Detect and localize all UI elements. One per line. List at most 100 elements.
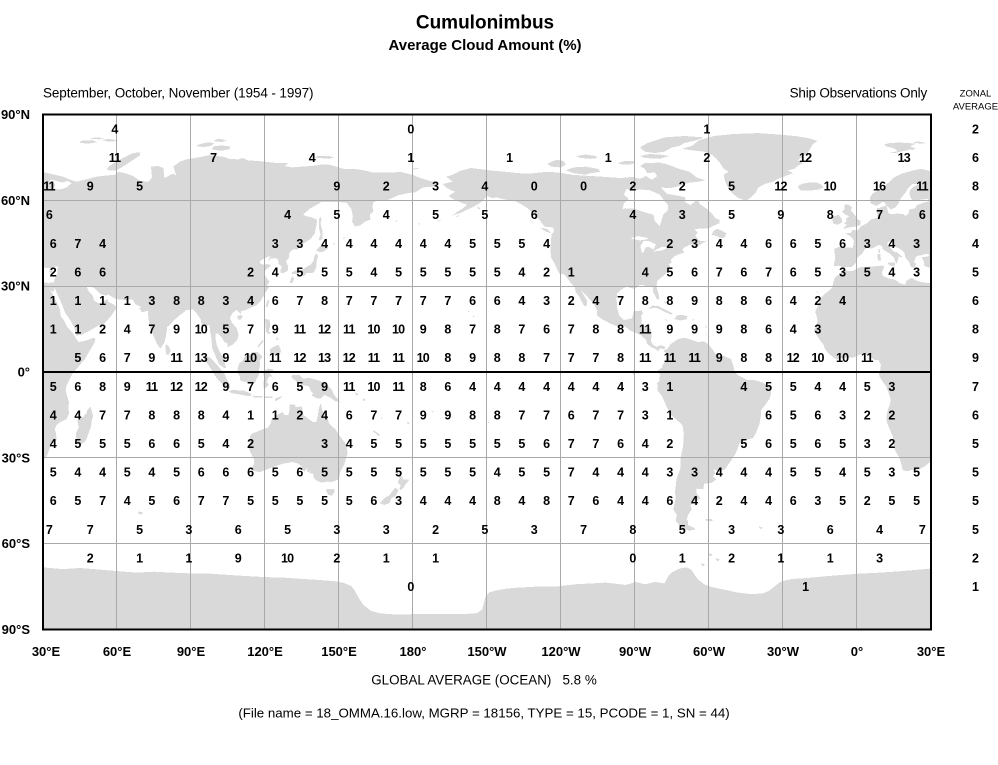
svg-text:11: 11 <box>392 380 404 394</box>
svg-text:8: 8 <box>494 494 501 508</box>
svg-text:5: 5 <box>136 523 143 537</box>
svg-text:6: 6 <box>272 294 279 308</box>
svg-text:60°N: 60°N <box>1 193 30 208</box>
svg-text:10: 10 <box>244 351 257 365</box>
svg-text:5: 5 <box>272 466 279 480</box>
svg-text:5: 5 <box>494 237 501 251</box>
svg-text:6: 6 <box>46 208 53 222</box>
svg-text:4: 4 <box>642 494 649 508</box>
svg-text:13: 13 <box>318 351 331 365</box>
svg-text:5: 5 <box>198 437 205 451</box>
svg-text:4: 4 <box>395 237 402 251</box>
svg-text:5: 5 <box>494 265 501 279</box>
svg-text:7: 7 <box>972 380 979 394</box>
svg-text:7: 7 <box>518 323 525 337</box>
svg-text:7: 7 <box>210 151 217 165</box>
svg-text:7: 7 <box>46 523 53 537</box>
svg-text:4: 4 <box>568 380 575 394</box>
svg-text:6: 6 <box>919 208 926 222</box>
svg-text:4: 4 <box>370 237 377 251</box>
svg-text:4: 4 <box>444 237 451 251</box>
svg-text:3: 3 <box>839 408 846 422</box>
svg-text:5: 5 <box>814 466 821 480</box>
svg-text:2: 2 <box>666 437 673 451</box>
svg-text:3: 3 <box>864 437 871 451</box>
svg-text:3: 3 <box>666 466 673 480</box>
svg-text:3: 3 <box>728 523 735 537</box>
svg-text:6: 6 <box>790 237 797 251</box>
svg-text:4: 4 <box>99 466 106 480</box>
svg-text:1: 1 <box>99 294 106 308</box>
svg-text:6: 6 <box>814 408 821 422</box>
svg-text:8: 8 <box>617 351 624 365</box>
svg-text:5: 5 <box>99 437 106 451</box>
svg-text:5: 5 <box>321 466 328 480</box>
svg-text:10: 10 <box>836 351 849 365</box>
svg-text:9: 9 <box>222 351 229 365</box>
svg-text:0°: 0° <box>18 365 30 380</box>
svg-text:7: 7 <box>876 208 883 222</box>
svg-text:5: 5 <box>74 351 81 365</box>
svg-text:4: 4 <box>74 466 81 480</box>
svg-text:8: 8 <box>617 323 624 337</box>
svg-text:5: 5 <box>444 437 451 451</box>
svg-text:4: 4 <box>50 408 57 422</box>
svg-text:1: 1 <box>666 408 673 422</box>
svg-text:1: 1 <box>50 323 57 337</box>
svg-text:150°E: 150°E <box>321 644 357 659</box>
svg-text:4: 4 <box>543 237 550 251</box>
svg-text:5: 5 <box>790 380 797 394</box>
svg-text:8: 8 <box>173 408 180 422</box>
svg-text:3: 3 <box>913 265 920 279</box>
svg-text:90°S: 90°S <box>2 622 31 637</box>
svg-text:7: 7 <box>568 351 575 365</box>
svg-text:11: 11 <box>109 151 121 165</box>
svg-text:1: 1 <box>74 294 81 308</box>
svg-text:12: 12 <box>170 380 183 394</box>
svg-text:60°S: 60°S <box>2 536 31 551</box>
svg-text:6: 6 <box>765 437 772 451</box>
svg-text:9: 9 <box>420 408 427 422</box>
svg-text:5: 5 <box>74 494 81 508</box>
svg-text:16: 16 <box>873 180 886 194</box>
svg-text:1: 1 <box>802 580 809 594</box>
svg-text:4: 4 <box>518 294 525 308</box>
svg-text:5: 5 <box>790 408 797 422</box>
svg-text:8: 8 <box>173 294 180 308</box>
svg-text:5: 5 <box>173 466 180 480</box>
svg-text:3: 3 <box>876 552 883 566</box>
svg-text:5: 5 <box>346 466 353 480</box>
svg-text:11: 11 <box>43 180 55 194</box>
svg-text:4: 4 <box>50 437 57 451</box>
svg-text:8: 8 <box>198 294 205 308</box>
svg-text:4: 4 <box>420 237 427 251</box>
svg-text:7: 7 <box>124 351 131 365</box>
svg-text:4: 4 <box>790 323 797 337</box>
svg-text:12: 12 <box>774 180 787 194</box>
svg-text:8: 8 <box>740 351 747 365</box>
svg-text:8: 8 <box>444 323 451 337</box>
svg-text:4: 4 <box>617 466 624 480</box>
svg-text:4: 4 <box>592 466 599 480</box>
svg-text:1: 1 <box>247 408 254 422</box>
svg-text:13: 13 <box>898 151 911 165</box>
svg-text:6: 6 <box>148 437 155 451</box>
svg-text:6: 6 <box>543 323 550 337</box>
svg-text:6: 6 <box>790 265 797 279</box>
svg-text:5: 5 <box>395 265 402 279</box>
svg-text:4: 4 <box>420 494 427 508</box>
svg-text:5: 5 <box>543 466 550 480</box>
svg-text:8: 8 <box>321 294 328 308</box>
svg-text:11: 11 <box>170 351 182 365</box>
svg-text:12: 12 <box>195 380 208 394</box>
svg-text:3: 3 <box>296 237 303 251</box>
svg-text:10: 10 <box>392 323 405 337</box>
svg-text:3: 3 <box>679 208 686 222</box>
svg-text:8: 8 <box>629 523 636 537</box>
svg-text:2: 2 <box>716 494 723 508</box>
svg-text:5: 5 <box>74 437 81 451</box>
svg-text:8: 8 <box>740 323 747 337</box>
svg-text:7: 7 <box>592 351 599 365</box>
svg-text:2: 2 <box>568 294 575 308</box>
svg-text:1: 1 <box>74 323 81 337</box>
